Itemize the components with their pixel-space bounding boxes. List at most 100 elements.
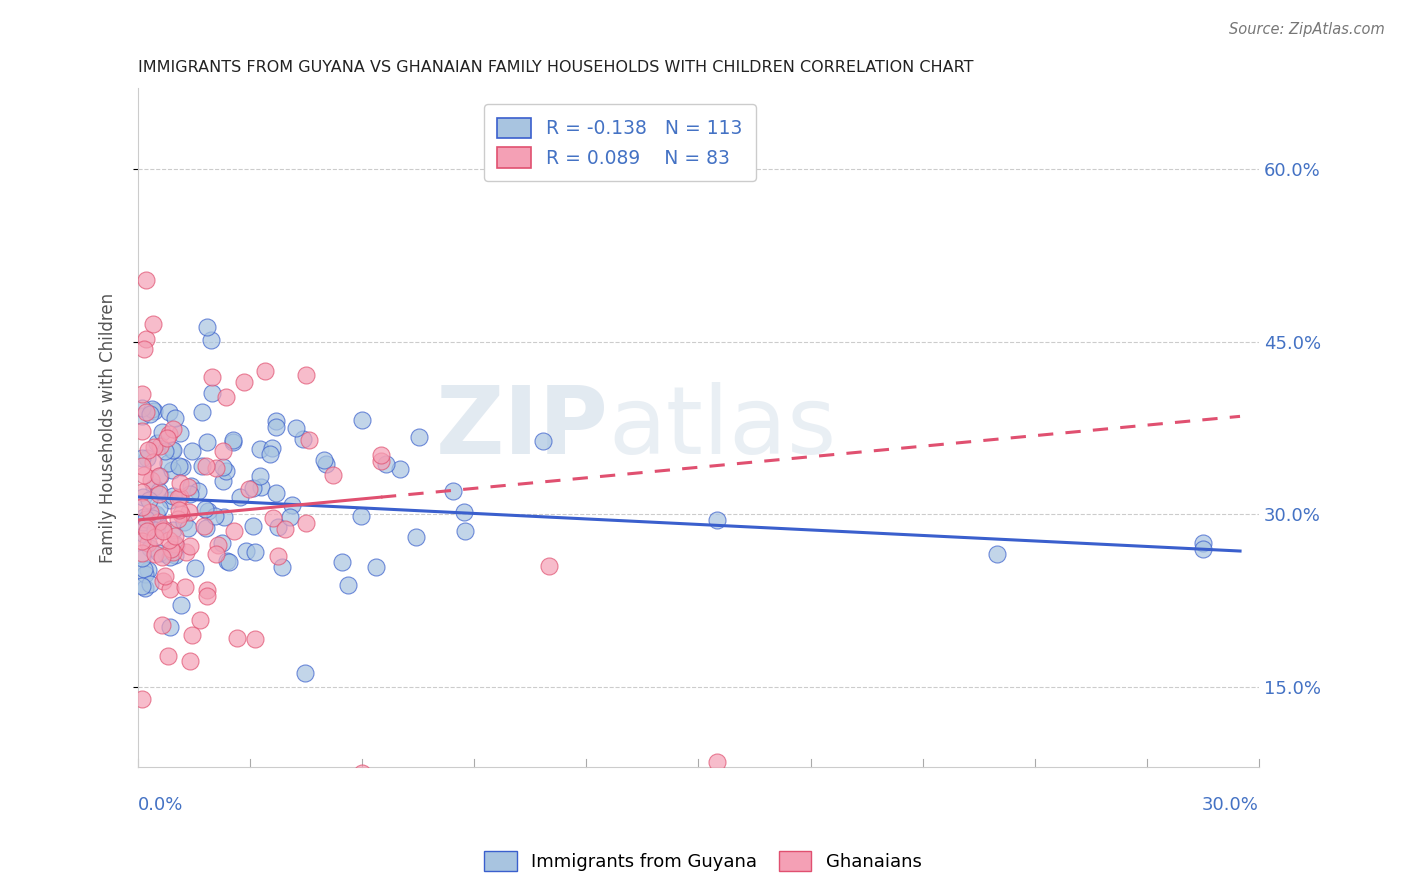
Point	[170, 598, 193, 612]
Point	[201, 385, 224, 400]
Point	[157, 427, 180, 442]
Point	[134, 582, 156, 596]
Point	[441, 483, 464, 498]
Point	[139, 505, 162, 519]
Point	[194, 521, 217, 535]
Point	[146, 509, 169, 524]
Point	[1191, 541, 1213, 556]
Point	[162, 523, 184, 537]
Point	[135, 332, 157, 346]
Point	[266, 414, 288, 428]
Point	[238, 482, 260, 496]
Point	[142, 455, 165, 469]
Point	[155, 547, 177, 561]
Point	[131, 533, 153, 548]
Point	[160, 542, 183, 557]
Point	[191, 405, 214, 419]
Point	[215, 554, 238, 568]
Text: 30.0%: 30.0%	[1202, 797, 1258, 814]
Point	[389, 461, 412, 475]
Point	[131, 490, 153, 504]
Point	[264, 420, 287, 434]
Point	[131, 546, 153, 560]
Point	[146, 516, 169, 530]
Point	[170, 460, 193, 475]
Point	[134, 567, 156, 582]
Point	[141, 473, 163, 487]
Point	[143, 530, 166, 544]
Point	[232, 376, 254, 390]
Point	[153, 444, 176, 458]
Point	[181, 443, 204, 458]
Text: atlas: atlas	[609, 382, 837, 474]
Point	[195, 434, 218, 449]
Point	[228, 490, 250, 504]
Point	[163, 548, 186, 562]
Point	[180, 479, 202, 493]
Legend: Immigrants from Guyana, Ghanaians: Immigrants from Guyana, Ghanaians	[477, 844, 929, 879]
Point	[262, 511, 284, 525]
Point	[142, 318, 165, 332]
Point	[148, 546, 170, 560]
Point	[370, 448, 392, 462]
Y-axis label: Family Households with Children: Family Households with Children	[100, 293, 117, 563]
Point	[131, 401, 153, 416]
Point	[153, 569, 176, 583]
Point	[136, 524, 159, 538]
Point	[212, 474, 235, 488]
Point	[176, 521, 198, 535]
Point	[405, 530, 427, 544]
Point	[152, 522, 174, 536]
Point	[211, 536, 233, 550]
Point	[291, 432, 314, 446]
Point	[352, 413, 374, 427]
Point	[298, 434, 321, 448]
Point	[195, 589, 218, 603]
Point	[531, 434, 554, 449]
Point	[159, 550, 181, 565]
Point	[243, 632, 266, 647]
Point	[264, 485, 287, 500]
Point	[134, 520, 156, 534]
Point	[179, 486, 201, 500]
Point	[165, 529, 187, 543]
Point	[148, 484, 170, 499]
Point	[167, 491, 190, 505]
Point	[143, 480, 166, 494]
Point	[249, 469, 271, 483]
Point	[166, 512, 188, 526]
Point	[254, 364, 277, 378]
Point	[152, 574, 174, 588]
Point	[131, 551, 153, 566]
Point	[195, 459, 218, 474]
Point	[706, 513, 728, 527]
Point	[224, 524, 246, 538]
Point	[143, 404, 166, 418]
Point	[131, 692, 153, 706]
Point	[193, 501, 215, 516]
Point	[160, 463, 183, 477]
Point	[315, 457, 337, 471]
Point	[294, 666, 316, 681]
Point	[157, 649, 180, 664]
Point	[706, 755, 728, 769]
Point	[201, 370, 224, 384]
Point	[176, 480, 198, 494]
Point	[131, 458, 153, 473]
Point	[184, 560, 207, 574]
Point	[152, 425, 174, 439]
Point	[169, 490, 191, 504]
Point	[131, 409, 153, 424]
Point	[162, 422, 184, 436]
Point	[131, 484, 153, 499]
Text: Source: ZipAtlas.com: Source: ZipAtlas.com	[1229, 22, 1385, 37]
Legend: R = -0.138   N = 113, R = 0.089    N = 83: R = -0.138 N = 113, R = 0.089 N = 83	[484, 104, 755, 181]
Point	[131, 515, 153, 529]
Point	[146, 515, 169, 529]
Point	[259, 447, 281, 461]
Point	[226, 632, 249, 646]
Point	[266, 520, 288, 534]
Point	[337, 577, 360, 591]
Point	[174, 544, 197, 558]
Point	[141, 511, 163, 525]
